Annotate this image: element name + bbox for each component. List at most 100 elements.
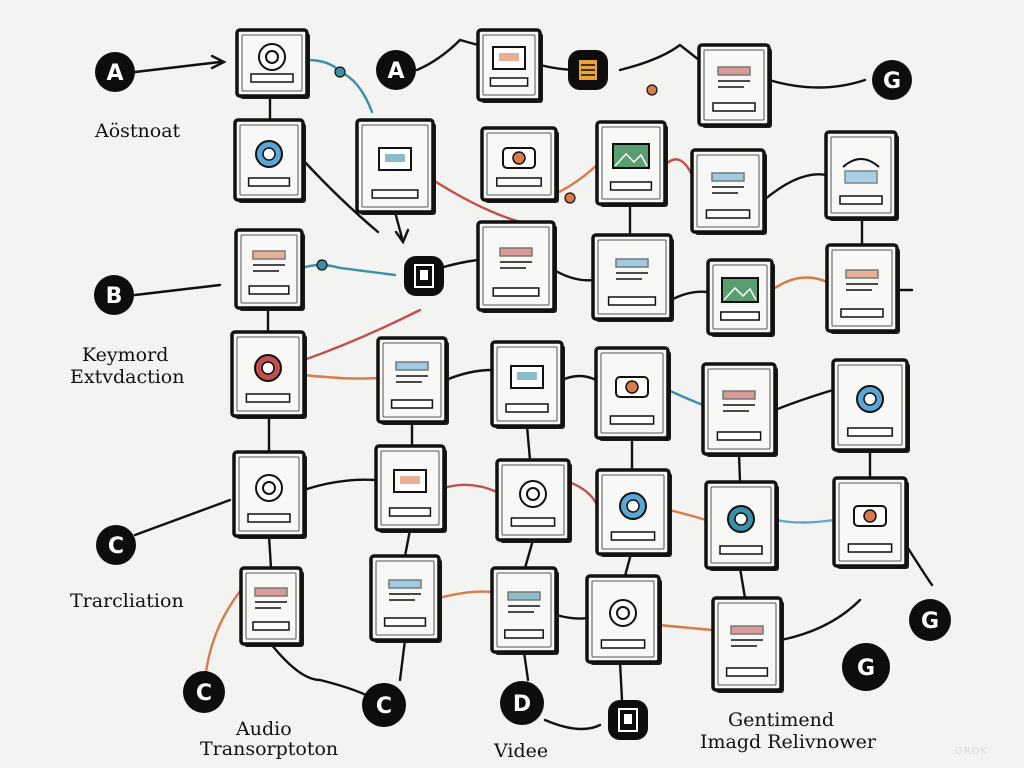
connector-line <box>774 518 836 524</box>
badge-b-left: B <box>94 275 134 315</box>
label-gentimend-line1: Gentimend <box>728 709 835 731</box>
badge-letter: G <box>921 609 939 634</box>
node-card <box>239 566 304 647</box>
badge-d-bottom: D <box>500 681 544 725</box>
connector-line <box>669 290 710 302</box>
connector-line <box>663 158 694 177</box>
connector-line <box>302 373 380 380</box>
node-card <box>235 28 310 99</box>
connector-line <box>552 268 595 282</box>
label-video: Videe <box>494 740 549 762</box>
node-card <box>495 458 572 543</box>
node-card <box>832 476 909 569</box>
label-keyword-line1: Keymord <box>82 344 169 366</box>
badge-letter: A <box>106 61 123 86</box>
connector-line <box>543 718 602 731</box>
label-keyword-line2: Extvdaction <box>70 366 185 388</box>
node-card <box>585 574 662 665</box>
connector-line <box>398 638 407 682</box>
connector-dot <box>316 259 328 271</box>
connector-line <box>133 283 222 297</box>
node-card <box>234 228 305 311</box>
node-card <box>374 444 447 533</box>
connector-line <box>623 552 633 578</box>
badge-letter: A <box>387 59 404 84</box>
badge-letter: D <box>513 692 531 717</box>
node-card <box>369 554 442 643</box>
node-card <box>825 243 900 334</box>
node-card <box>490 566 559 655</box>
connector-dot <box>334 66 346 78</box>
connector-dot <box>646 84 658 96</box>
node-card <box>706 258 775 337</box>
connector-line <box>523 538 535 570</box>
badge-letter: G <box>883 69 901 94</box>
connector-line <box>203 588 243 682</box>
badge-letter: C <box>108 534 124 559</box>
node-card <box>480 126 559 203</box>
connector-line <box>666 388 705 407</box>
connector-line <box>301 158 380 234</box>
connector-line <box>770 276 829 292</box>
connector-line <box>560 374 598 382</box>
badge-c-bottom-mid: C <box>362 683 406 727</box>
connector-line <box>618 660 624 702</box>
connector-line <box>302 478 378 492</box>
connector-line <box>779 598 862 642</box>
connector-line <box>657 623 715 632</box>
node-card <box>490 340 565 429</box>
connector-line <box>904 543 934 587</box>
connector-line <box>415 38 480 72</box>
node-card <box>376 336 449 425</box>
connector-line <box>300 263 397 277</box>
badge-letter: B <box>106 284 123 309</box>
badges-layer: A A G B C C C D G G <box>94 50 951 740</box>
badge-a-left: A <box>95 52 135 92</box>
connector-line <box>444 368 494 382</box>
connector-line <box>403 528 412 558</box>
connector-line <box>522 650 530 682</box>
badge-g-topright: G <box>872 60 912 100</box>
node-card <box>595 468 672 557</box>
node-card <box>355 118 436 215</box>
connector-line <box>437 590 494 600</box>
badge-letter: G <box>857 656 875 681</box>
badge-g-bottom-right: G <box>909 599 951 641</box>
node-card <box>831 358 910 453</box>
badge-a-mid: A <box>376 50 416 90</box>
connector-line <box>393 210 404 240</box>
arrowhead <box>394 228 410 245</box>
connector-line <box>737 452 742 484</box>
connector-line <box>269 642 377 702</box>
node-card <box>233 118 306 203</box>
node-card <box>711 596 784 693</box>
dark-node-icon <box>568 50 608 90</box>
node-card <box>704 480 779 571</box>
connector-line <box>667 508 708 522</box>
connector-line <box>267 534 273 570</box>
connector-line <box>133 60 222 74</box>
connector-line <box>618 43 701 72</box>
connector-line <box>133 498 232 537</box>
connector-line <box>442 483 499 494</box>
connector-dot <box>564 192 576 204</box>
node-card <box>595 120 668 207</box>
connector-line <box>767 78 867 89</box>
label-gentimend-line2: Imagd Relivnower <box>700 731 876 753</box>
connector-line <box>738 566 747 600</box>
connector-line <box>567 480 599 507</box>
node-card <box>591 233 674 322</box>
label-audio-line1: Audio <box>236 718 292 740</box>
node-card <box>230 330 307 419</box>
connector-line <box>431 178 522 224</box>
badge-g-bottom: G <box>842 643 890 691</box>
connector-line <box>525 424 532 462</box>
dark-node-icon <box>608 700 648 740</box>
dark-node-icon <box>404 256 444 296</box>
node-card <box>824 130 899 221</box>
label-abstract: Aöstnoat <box>95 120 181 142</box>
node-card <box>690 148 767 235</box>
node-card <box>476 220 557 313</box>
connector-line <box>302 308 422 362</box>
